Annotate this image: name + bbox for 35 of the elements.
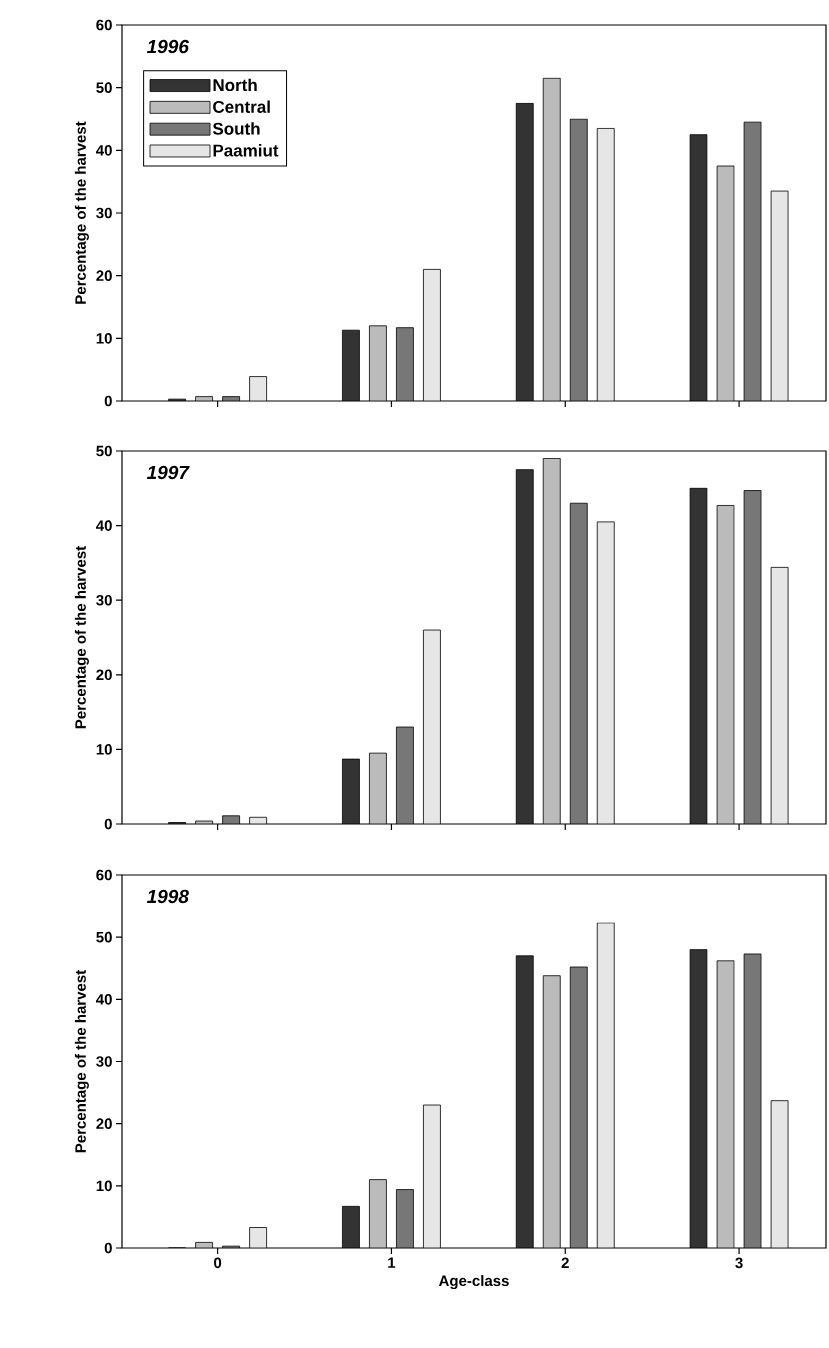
y-tick-label: 40	[96, 145, 112, 156]
y-axis-title: Percentage of the harvest	[74, 970, 89, 1153]
y-tick-label: 20	[96, 669, 112, 681]
legend-label: Paamiut	[213, 144, 279, 157]
x-tick-label: 2	[561, 1257, 569, 1269]
y-axis-title: Percentage of the harvest	[74, 546, 89, 729]
y-tick-label: 30	[96, 1056, 112, 1067]
y-tick-label: 0	[104, 395, 112, 407]
legend-label: North	[213, 78, 257, 92]
y-tick-label: 10	[96, 333, 112, 344]
y-tick-label: 20	[96, 1118, 112, 1129]
y-tick-label: 10	[96, 1180, 112, 1192]
y-tick-label: 50	[96, 445, 112, 457]
y-tick-label: 60	[96, 869, 112, 881]
x-tick-label: 3	[735, 1257, 743, 1269]
legend-label: Central	[213, 100, 270, 113]
text: 1996	[146, 39, 190, 54]
y-tick-label: 30	[96, 594, 112, 606]
x-tick-label: 1	[388, 1257, 396, 1268]
text: 1998	[146, 889, 189, 904]
y-tick-label: 0	[104, 1242, 112, 1254]
x-tick-label: 0	[214, 1257, 222, 1269]
y-tick-label: 50	[96, 931, 112, 943]
y-tick-label: 60	[96, 19, 112, 31]
legend-label: South	[212, 122, 260, 135]
y-tick-label: 20	[96, 270, 112, 281]
text: 1997	[146, 465, 190, 480]
y-tick-label: 30	[96, 207, 112, 219]
y-axis-title: Percentage of the harvest	[74, 121, 89, 304]
x-axis-title: Age-class	[438, 1275, 509, 1290]
y-tick-label: 40	[96, 994, 112, 1005]
y-tick-label: 50	[96, 82, 112, 93]
y-tick-label: 0	[104, 818, 112, 830]
y-tick-label: 40	[96, 520, 112, 531]
y-tick-label: 10	[96, 744, 112, 755]
